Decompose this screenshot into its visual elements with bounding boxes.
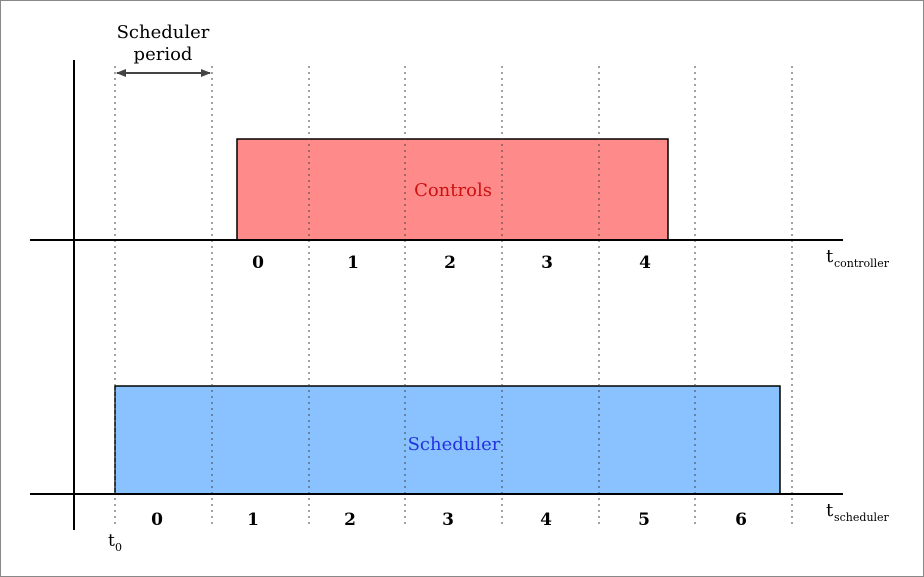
scheduler-tick-label: 3 xyxy=(442,510,454,530)
annotation-line1: Scheduler xyxy=(117,22,210,43)
controller-tick-label: 2 xyxy=(444,253,456,273)
controls-label: Controls xyxy=(414,180,492,201)
scheduler-tick-label: 6 xyxy=(735,510,747,530)
controller-axis-sub: controller xyxy=(834,257,890,270)
scheduler-tick-labels: 0 1 2 3 4 5 6 xyxy=(151,510,747,530)
scheduler-box xyxy=(114,385,781,495)
scheduler-tick-label: 0 xyxy=(151,510,163,530)
controller-tick-label: 0 xyxy=(252,253,264,273)
controller-tick-labels: 0 1 2 3 4 xyxy=(252,253,651,273)
scheduler-label: Scheduler xyxy=(408,434,501,455)
controller-tick-label: 1 xyxy=(347,253,359,273)
controller-axis-name: t controller xyxy=(826,246,890,270)
scheduler-axis-sub: scheduler xyxy=(834,511,890,524)
origin-label: t 0 xyxy=(108,531,122,554)
origin-sub: 0 xyxy=(115,541,122,554)
period-gridlines xyxy=(114,66,793,524)
scheduler-tick-label: 2 xyxy=(344,510,356,530)
scheduler-tick-label: 5 xyxy=(638,510,650,530)
controller-tick-label: 4 xyxy=(639,253,651,273)
scheduler-axis-name: t scheduler xyxy=(826,500,890,524)
annotation-line2: period xyxy=(134,44,193,65)
scheduler-tick-label: 1 xyxy=(247,510,259,530)
scheduler-tick-label: 4 xyxy=(540,510,552,530)
controller-tick-label: 3 xyxy=(541,253,553,273)
scheduler-axis-base: t xyxy=(826,500,834,521)
controller-axis-base: t xyxy=(826,246,834,267)
origin-base: t xyxy=(108,531,115,551)
